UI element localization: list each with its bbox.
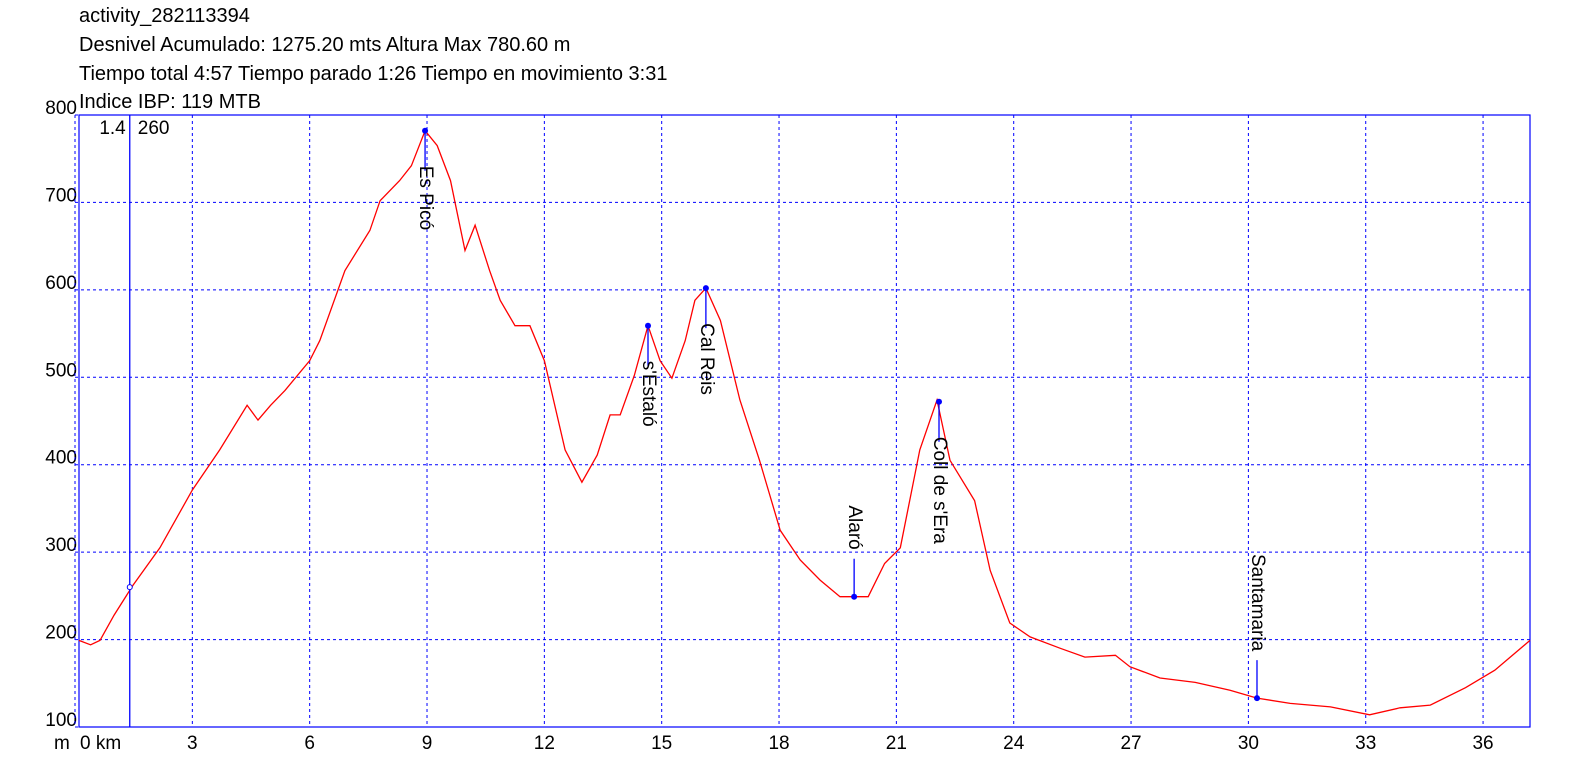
waypoint <box>936 398 943 405</box>
waypoint-label: s'Estaló <box>638 361 659 427</box>
x-tick-label: 33 <box>1355 733 1376 754</box>
x-tick-label: 21 <box>886 733 907 754</box>
subtitle: Indice IBP: 119 MTB <box>79 91 261 113</box>
x-tick-label: 24 <box>1003 733 1025 754</box>
waypoint-label: Santamaria <box>1247 554 1268 652</box>
cursor-x-label: 1.4 <box>99 118 126 139</box>
x-tick-label: 6 <box>304 733 315 754</box>
cursor-y-label: 260 <box>138 118 170 139</box>
x-tick-label: 18 <box>768 733 789 754</box>
chart-title: activity_282113394 <box>79 5 250 27</box>
x-tick-label: 27 <box>1120 733 1141 754</box>
cursor-point <box>126 584 133 591</box>
x-tick-label: 9 <box>422 733 433 754</box>
waypoint-label: Coll de s'Era <box>929 437 950 545</box>
y-tick-label: 500 <box>45 360 77 381</box>
y-unit: m <box>54 733 70 754</box>
waypoint <box>645 322 652 329</box>
subtitle: Tiempo total 4:57 Tiempo parado 1:26 Tie… <box>79 63 668 85</box>
x-tick-label: 12 <box>534 733 555 754</box>
y-tick-label: 100 <box>45 710 77 731</box>
x-tick-label: 0 km <box>80 733 121 754</box>
y-tick-label: 400 <box>45 448 77 469</box>
elevation-line <box>78 129 1531 716</box>
waypoint <box>702 285 709 292</box>
waypoint <box>1253 695 1260 702</box>
waypoint <box>851 593 858 600</box>
y-tick-label: 800 <box>45 98 77 119</box>
x-tick-label: 36 <box>1472 733 1493 754</box>
plot-frame <box>78 114 1531 728</box>
x-tick-label: 15 <box>651 733 672 754</box>
x-tick-label: 30 <box>1238 733 1259 754</box>
subtitle: Desnivel Acumulado: 1275.20 mts Altura M… <box>79 34 570 56</box>
waypoint-label: Cal Reis <box>696 323 717 395</box>
y-tick-label: 600 <box>45 273 77 294</box>
waypoint-label: Es Picó <box>415 166 436 230</box>
y-tick-label: 700 <box>45 185 77 206</box>
waypoint-label: Alaró <box>844 505 865 549</box>
waypoint <box>422 127 429 134</box>
y-tick-label: 200 <box>45 623 77 644</box>
x-tick-label: 3 <box>187 733 198 754</box>
y-tick-label: 300 <box>45 535 77 556</box>
